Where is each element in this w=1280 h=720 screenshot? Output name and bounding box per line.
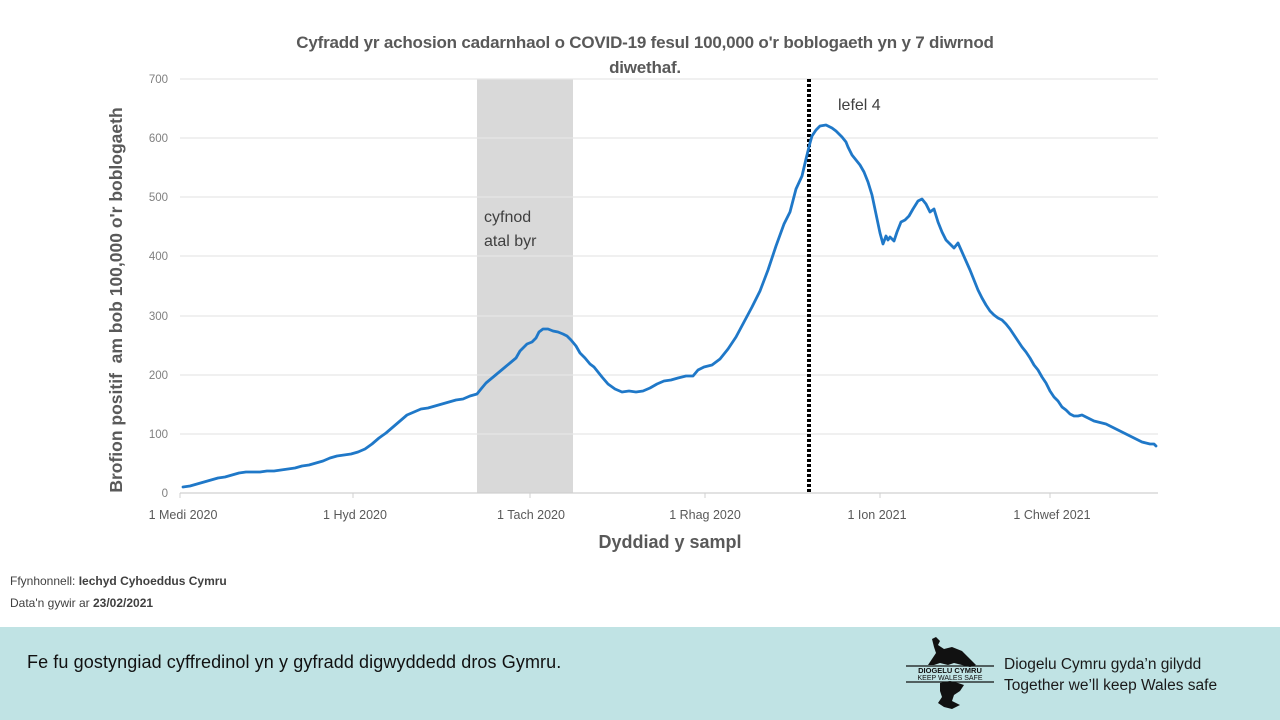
y-tick-100: 100 [149, 429, 168, 441]
source-info: Ffynhonnell: Iechyd Cyhoeddus Cymru Data… [10, 570, 227, 614]
source-value: Iechyd Cyhoeddus Cymru [78, 574, 227, 588]
x-axis-ticks [179, 493, 1051, 498]
cyfnod-atal-byr-region [477, 79, 573, 493]
date-line: Data'n gywir ar 23/02/2021 [10, 592, 227, 614]
tagline-welsh: Diogelu Cymru gyda’n gilydd [1004, 656, 1202, 673]
x-tick-rhag: 1 Rhag 2020 [669, 508, 741, 522]
keep-wales-safe-logo: DIOGELU CYMRU KEEP WALES SAFE [906, 637, 994, 709]
x-axis-title: Dyddiad y sampl [598, 532, 741, 552]
y-tick-600: 600 [149, 133, 168, 145]
x-tick-chwef: 1 Chwef 2021 [1013, 508, 1090, 522]
wales-map-icon [928, 637, 976, 709]
y-tick-0: 0 [162, 488, 168, 500]
y-tick-300: 300 [149, 311, 168, 323]
cyfnod-atal-byr-label-1: cyfnod [484, 209, 531, 226]
footer-banner: Fe fu gostyngiad cyffredinol yn y gyfrad… [0, 627, 1280, 720]
x-tick-ion: 1 Ion 2021 [847, 508, 906, 522]
y-tick-700: 700 [149, 74, 168, 86]
lefel-4-label: lefel 4 [838, 97, 881, 114]
y-tick-500: 500 [149, 192, 168, 204]
gridlines [180, 78, 1158, 435]
source-line: Ffynhonnell: Iechyd Cyhoeddus Cymru [10, 570, 227, 592]
tagline: Diogelu Cymru gyda’n gilydd Together we’… [1004, 654, 1217, 696]
y-tick-200: 200 [149, 370, 168, 382]
chart: Cyfradd yr achosion cadarnhaol o COVID-1… [106, 30, 1158, 552]
x-tick-medi: 1 Medi 2020 [149, 508, 218, 522]
logo-text-welsh: DIOGELU CYMRU [918, 666, 982, 675]
date-label: Data'n gywir ar [10, 596, 90, 610]
summary-message: Fe fu gostyngiad cyffredinol yn y gyfrad… [27, 652, 562, 672]
chart-title-line1: Cyfradd yr achosion cadarnhaol o COVID-1… [296, 33, 994, 52]
y-tick-400: 400 [149, 251, 168, 263]
cyfnod-atal-byr-label-2: atal byr [484, 233, 537, 250]
source-label: Ffynhonnell: [10, 574, 76, 588]
x-tick-tach: 1 Tach 2020 [497, 508, 565, 522]
chart-plot: 700 600 500 400 300 200 100 0 1 Medi 202… [106, 74, 1158, 552]
logo-text-english: KEEP WALES SAFE [918, 675, 983, 682]
x-tick-labels: 1 Medi 2020 1 Hyd 2020 1 Tach 2020 1 Rha… [149, 508, 1091, 522]
y-axis-title: Brofion positif am bob 100,000 o'r boblo… [106, 107, 126, 492]
chart-title: Cyfradd yr achosion cadarnhaol o COVID-1… [230, 30, 1060, 80]
x-tick-hyd: 1 Hyd 2020 [323, 508, 387, 522]
tagline-english: Together we’ll keep Wales safe [1004, 677, 1218, 694]
data-line [181, 123, 1158, 489]
date-value: 23/02/2021 [93, 596, 154, 610]
y-tick-labels: 700 600 500 400 300 200 100 0 [149, 74, 168, 500]
chart-title-line2: diwethaf. [609, 58, 681, 77]
